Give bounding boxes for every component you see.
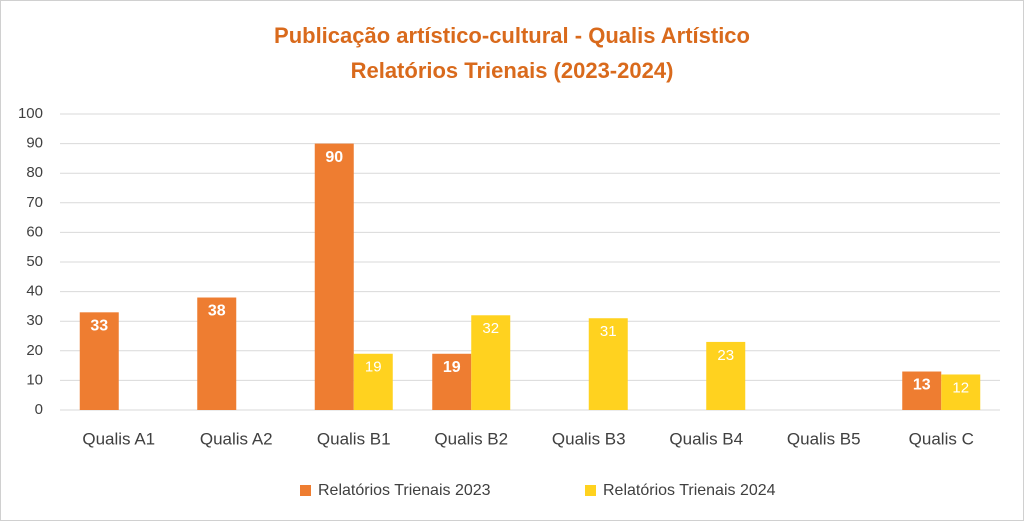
y-tick-label: 70 <box>26 194 43 211</box>
value-label: 33 <box>90 318 108 335</box>
value-label: 38 <box>208 303 226 320</box>
x-tick-label: Qualis B2 <box>434 429 508 448</box>
y-tick-label: 90 <box>26 135 43 152</box>
value-label: 32 <box>482 320 499 337</box>
y-tick-label: 100 <box>18 105 43 122</box>
value-label: 19 <box>365 359 382 376</box>
bar <box>941 374 981 410</box>
value-label: 90 <box>325 149 343 166</box>
bar <box>588 318 628 410</box>
chart-subtitle: Relatórios Trienais (2023-2024) <box>351 58 674 83</box>
x-tick-label: Qualis B1 <box>317 429 391 448</box>
bar <box>197 297 237 410</box>
x-tick-label: Qualis A2 <box>200 429 273 448</box>
bar <box>314 143 354 410</box>
y-tick-label: 40 <box>26 283 43 300</box>
legend-label: Relatórios Trienais 2024 <box>603 482 776 499</box>
y-tick-label: 30 <box>26 312 43 329</box>
y-tick-label: 50 <box>26 253 43 270</box>
bar <box>353 353 393 410</box>
bar <box>471 315 511 410</box>
bar <box>432 353 472 410</box>
value-label: 13 <box>913 377 931 394</box>
legend-swatch <box>585 485 596 496</box>
bar <box>706 341 746 410</box>
x-tick-label: Qualis A1 <box>82 429 155 448</box>
y-tick-label: 0 <box>35 401 43 418</box>
y-tick-label: 60 <box>26 223 43 240</box>
x-tick-label: Qualis B3 <box>552 429 626 448</box>
bar <box>902 371 942 410</box>
value-label: 31 <box>600 323 617 340</box>
y-tick-label: 80 <box>26 164 43 181</box>
legend-swatch <box>300 485 311 496</box>
legend-label: Relatórios Trienais 2023 <box>318 482 491 499</box>
y-tick-label: 10 <box>26 371 43 388</box>
y-tick-label: 20 <box>26 342 43 359</box>
value-label: 12 <box>952 379 969 396</box>
value-label: 23 <box>717 347 734 364</box>
x-tick-label: Qualis C <box>909 429 974 448</box>
value-label: 19 <box>443 359 461 376</box>
x-tick-label: Qualis B4 <box>669 429 743 448</box>
bar <box>79 312 119 410</box>
chart-title: Publicação artístico-cultural - Qualis A… <box>274 23 750 48</box>
x-tick-label: Qualis B5 <box>787 429 861 448</box>
